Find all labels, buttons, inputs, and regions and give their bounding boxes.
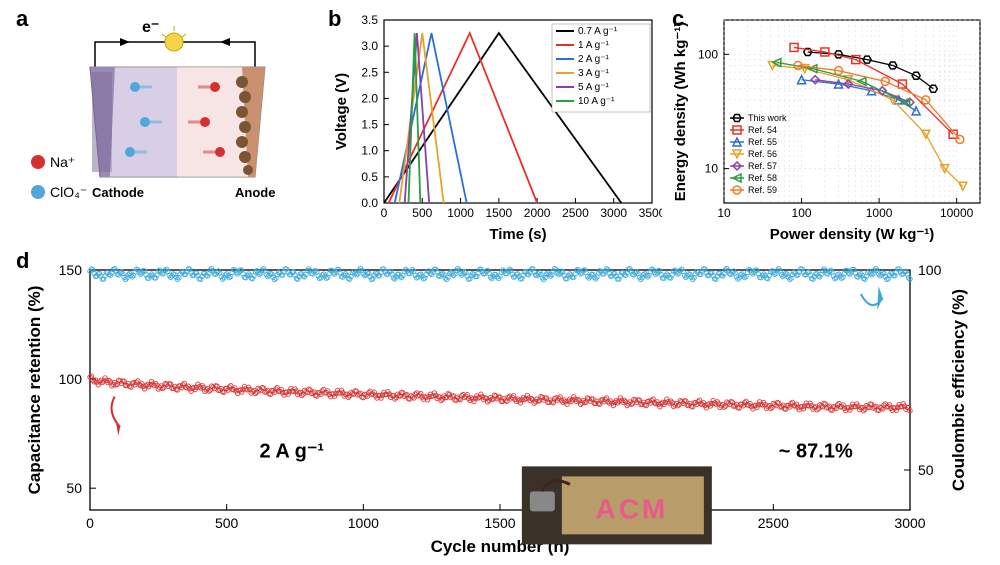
svg-text:1.0: 1.0 xyxy=(361,144,378,158)
svg-text:2500: 2500 xyxy=(758,515,789,531)
svg-text:Ref. 58: Ref. 58 xyxy=(748,173,777,183)
svg-text:~ 87.1%: ~ 87.1% xyxy=(779,441,853,463)
svg-text:2 A g⁻¹: 2 A g⁻¹ xyxy=(578,54,610,65)
svg-text:10: 10 xyxy=(717,206,731,220)
svg-text:2000: 2000 xyxy=(524,206,551,220)
svg-text:1000: 1000 xyxy=(447,206,474,220)
panel-b-chart: 0 500 1000 1500 2000 2500 3000 3500 0.0 0.5 1.0 1.5… xyxy=(332,10,662,245)
svg-text:Ref. 59: Ref. 59 xyxy=(748,185,777,195)
svg-text:100: 100 xyxy=(792,206,812,220)
svg-text:1000: 1000 xyxy=(866,206,893,220)
svg-text:50: 50 xyxy=(66,480,82,496)
svg-text:150: 150 xyxy=(59,262,83,278)
panel-c-chart: 10 100 1000 10000 10 100 Power density (W kg⁻¹… xyxy=(670,10,990,245)
svg-text:10000: 10000 xyxy=(940,206,974,220)
svg-text:5 A g⁻¹: 5 A g⁻¹ xyxy=(578,82,610,93)
svg-text:Cathode: Cathode xyxy=(92,185,144,200)
svg-text:ClO₄⁻: ClO₄⁻ xyxy=(50,184,87,200)
svg-text:Energy density (Wh kg⁻¹): Energy density (Wh kg⁻¹) xyxy=(672,22,689,202)
svg-text:0: 0 xyxy=(381,206,388,220)
svg-text:e⁻: e⁻ xyxy=(142,19,159,36)
svg-text:Ref. 55: Ref. 55 xyxy=(748,137,777,147)
svg-text:2.5: 2.5 xyxy=(361,65,378,79)
svg-text:100: 100 xyxy=(918,262,942,278)
svg-text:10 A g⁻¹: 10 A g⁻¹ xyxy=(578,96,615,107)
svg-text:Anode: Anode xyxy=(235,185,275,200)
svg-text:0: 0 xyxy=(86,515,94,531)
svg-text:100: 100 xyxy=(698,47,718,61)
svg-text:2500: 2500 xyxy=(562,206,589,220)
svg-text:0.5: 0.5 xyxy=(361,170,378,184)
svg-text:ACM: ACM xyxy=(595,493,668,524)
svg-text:100: 100 xyxy=(59,371,83,387)
svg-text:3.5: 3.5 xyxy=(361,13,378,27)
svg-text:Ref. 57: Ref. 57 xyxy=(748,161,777,171)
svg-text:500: 500 xyxy=(412,206,432,220)
svg-text:1.5: 1.5 xyxy=(361,118,378,132)
svg-text:3500: 3500 xyxy=(639,206,662,220)
svg-text:3.0: 3.0 xyxy=(361,39,378,53)
svg-text:Capacitance retention (%): Capacitance retention (%) xyxy=(25,286,44,495)
panel-a-schematic: e⁻ Cathode Anode xyxy=(20,12,320,242)
svg-text:3000: 3000 xyxy=(600,206,627,220)
svg-text:1500: 1500 xyxy=(486,206,513,220)
svg-text:Ref. 54: Ref. 54 xyxy=(748,125,777,135)
svg-text:0.7 A g⁻¹: 0.7 A g⁻¹ xyxy=(578,26,618,37)
svg-text:Voltage (V): Voltage (V) xyxy=(333,73,350,150)
svg-text:3 A g⁻¹: 3 A g⁻¹ xyxy=(578,68,610,79)
svg-text:1 A g⁻¹: 1 A g⁻¹ xyxy=(578,40,610,51)
svg-text:500: 500 xyxy=(215,515,239,531)
panel-d-chart: 05001000150020002500300050100150501002 A… xyxy=(20,258,980,558)
svg-text:10: 10 xyxy=(705,162,719,176)
svg-text:Time (s): Time (s) xyxy=(489,226,546,243)
svg-text:3000: 3000 xyxy=(894,515,925,531)
svg-text:Power density (W kg⁻¹): Power density (W kg⁻¹) xyxy=(770,226,935,243)
svg-text:Na⁺: Na⁺ xyxy=(50,154,75,170)
svg-text:Ref. 56: Ref. 56 xyxy=(748,149,777,159)
svg-text:1500: 1500 xyxy=(484,515,515,531)
svg-text:This work: This work xyxy=(748,113,787,123)
schematic-svg: e⁻ Cathode Anode xyxy=(20,12,320,242)
svg-text:0.0: 0.0 xyxy=(361,196,378,210)
svg-text:2 A g⁻¹: 2 A g⁻¹ xyxy=(259,441,324,463)
svg-text:50: 50 xyxy=(918,462,934,478)
svg-text:1000: 1000 xyxy=(348,515,379,531)
svg-text:2.0: 2.0 xyxy=(361,91,378,105)
svg-text:Coulombic efficiency (%): Coulombic efficiency (%) xyxy=(949,289,968,491)
